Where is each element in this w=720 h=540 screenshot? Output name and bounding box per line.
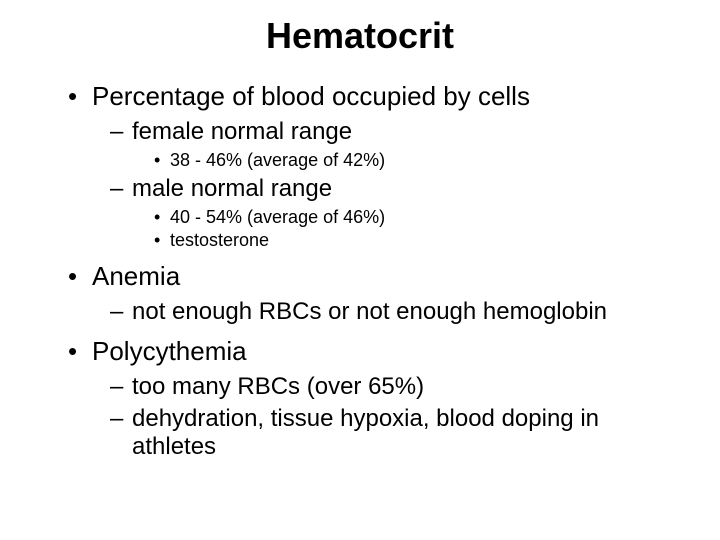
list-item: • Polycythemia – too many RBCs (over 65%… xyxy=(40,336,680,461)
list-item: • Percentage of blood occupied by cells … xyxy=(40,81,680,251)
slide-title: Hematocrit xyxy=(40,15,680,57)
list-item: • testosterone xyxy=(40,230,680,251)
item-text: 38 - 46% (average of 42%) xyxy=(170,150,385,171)
item-text: too many RBCs (over 65%) xyxy=(132,373,424,401)
list-item: – too many RBCs (over 65%) xyxy=(40,373,680,401)
dash-icon: – xyxy=(110,405,132,433)
list-item: • Anemia – not enough RBCs or not enough… xyxy=(40,261,680,326)
bullet-icon: • xyxy=(154,230,170,251)
bullet-list: • Percentage of blood occupied by cells … xyxy=(40,81,680,461)
item-text: Anemia xyxy=(92,261,180,292)
item-text: Percentage of blood occupied by cells xyxy=(92,81,530,112)
item-text: Polycythemia xyxy=(92,336,247,367)
list-item: – not enough RBCs or not enough hemoglob… xyxy=(40,298,680,326)
item-text: male normal range xyxy=(132,175,332,203)
bullet-icon: • xyxy=(68,81,92,112)
bullet-icon: • xyxy=(154,207,170,228)
bullet-icon: • xyxy=(68,261,92,292)
list-item: – male normal range • 40 - 54% (average … xyxy=(40,175,680,251)
item-text: dehydration, tissue hypoxia, blood dopin… xyxy=(132,405,680,461)
dash-icon: – xyxy=(110,118,132,146)
dash-icon: – xyxy=(110,373,132,401)
item-text: not enough RBCs or not enough hemoglobin xyxy=(132,298,607,326)
list-item: – female normal range • 38 - 46% (averag… xyxy=(40,118,680,171)
list-item: • 38 - 46% (average of 42%) xyxy=(40,150,680,171)
dash-icon: – xyxy=(110,175,132,203)
bullet-icon: • xyxy=(154,150,170,171)
dash-icon: – xyxy=(110,298,132,326)
bullet-icon: • xyxy=(68,336,92,367)
item-text: testosterone xyxy=(170,230,269,251)
list-item: – dehydration, tissue hypoxia, blood dop… xyxy=(40,405,680,461)
item-text: female normal range xyxy=(132,118,352,146)
item-text: 40 - 54% (average of 46%) xyxy=(170,207,385,228)
list-item: • 40 - 54% (average of 46%) xyxy=(40,207,680,228)
